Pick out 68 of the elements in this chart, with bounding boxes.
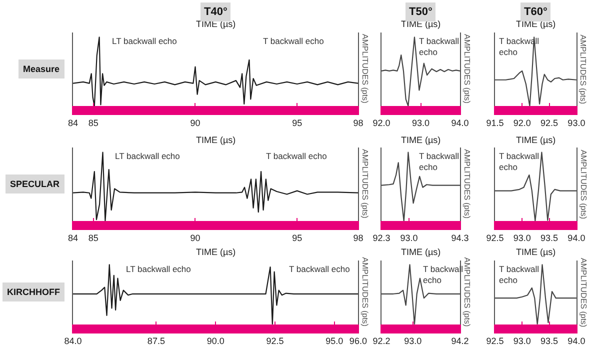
- y-axis-title: Measure: [23, 64, 60, 74]
- y2-axis-title: AMPLITUDES (pts): [462, 149, 472, 219]
- y2-axis-title: AMPLITUDES (pts): [360, 149, 370, 219]
- annotation: T backwall echo: [499, 151, 540, 172]
- x-tick-label: 84: [68, 232, 78, 243]
- x-axis-title: TIME (µs): [516, 247, 556, 257]
- x-tick-label: 93.0: [404, 336, 422, 346]
- y2-axis-title: AMPLITUDES (pts): [462, 257, 472, 327]
- y2-axis-title: AMPLITUDES (pts): [462, 34, 472, 104]
- annotation: T backwall echo: [419, 151, 460, 172]
- x-tick-label: 94.0: [568, 336, 586, 346]
- annotation: T backwall echo: [289, 264, 350, 274]
- x-tick-label: 92.3: [372, 232, 390, 243]
- x-tick-label: 93.0: [513, 232, 531, 243]
- x-tick-label: 87.5: [147, 336, 165, 346]
- x-axis-title: TIME (µs): [401, 247, 441, 257]
- x-tick-label: 92.0: [372, 118, 390, 128]
- x-tick-label: 95.0: [326, 336, 344, 346]
- x-tick-label: 91.5: [486, 118, 504, 128]
- x-tick-label: 92.5: [486, 232, 504, 243]
- chart-title: T40°: [204, 6, 228, 18]
- x-tick-label: 93.5: [540, 336, 558, 346]
- y-axis-title: SPECULAR: [10, 179, 60, 189]
- x-axis-title: TIME (µs): [196, 135, 236, 145]
- y2-axis-title: AMPLITUDES (pts): [360, 34, 370, 104]
- x-tick-label: 90: [190, 118, 200, 128]
- x-tick-label: 98: [353, 118, 364, 128]
- y2-axis-title: AMPLITUDES (pts): [578, 34, 588, 104]
- y-axis-title: KIRCHHOFF: [7, 287, 60, 297]
- annotation: LT backwall echo: [115, 151, 180, 161]
- x-tick-label: 92.5: [266, 336, 284, 346]
- x-tick-label: 92.0: [513, 118, 531, 128]
- x-tick-label: 85: [88, 232, 98, 243]
- x-tick-label: 92.5: [540, 118, 558, 128]
- x-tick-label: 85: [88, 118, 98, 128]
- x-tick-label: 94.0: [568, 232, 586, 243]
- x-tick-label: 84.0: [64, 336, 82, 346]
- annotation: LT backwall echo: [112, 36, 178, 46]
- x-tick-label: 90: [190, 232, 200, 243]
- y2-axis-title: AMPLITUDES (pts): [578, 258, 588, 328]
- x-tick-label: 94.2: [451, 336, 469, 346]
- x-tick-label: 93.0: [412, 118, 430, 128]
- y2-axis-title: AMPLITUDES (pts): [360, 257, 370, 327]
- x-axis-title: TIME (µs): [196, 247, 236, 257]
- x-tick-label: 94.3: [451, 232, 469, 243]
- x-tick-label: 92.5: [486, 336, 504, 346]
- x-tick-label: 90.0: [206, 336, 224, 346]
- y2-axis-title: AMPLITUDES (pts): [578, 150, 588, 220]
- chart-title: T60°: [524, 6, 548, 18]
- x-tick-label: 98: [353, 232, 364, 243]
- x-tick-label: 92.2: [372, 336, 390, 346]
- x-tick-label: 93.0: [513, 336, 531, 346]
- annotation: T backwall echo: [419, 36, 460, 58]
- annotation: T backwall echo: [266, 151, 328, 161]
- x-tick-label: 93.5: [540, 232, 558, 243]
- x-tick-label: 95: [292, 232, 302, 243]
- chart-title: T50°: [409, 6, 432, 18]
- annotation: T backwall echo: [499, 264, 540, 286]
- x-axis-title: TIME (µs): [401, 135, 441, 145]
- x-tick-label: 93.0: [568, 118, 586, 128]
- x-tick-label: 95: [292, 118, 302, 128]
- x-tick-label: 84: [68, 118, 78, 128]
- x-tick-label: 94.0: [451, 118, 469, 128]
- x-axis-title: TIME (µs): [516, 135, 556, 145]
- x-tick-label: 96.0: [349, 336, 367, 346]
- annotation: LT backwall echo: [126, 264, 192, 274]
- x-tick-label: 93.0: [400, 232, 418, 243]
- annotation: T backwall echo: [263, 36, 324, 46]
